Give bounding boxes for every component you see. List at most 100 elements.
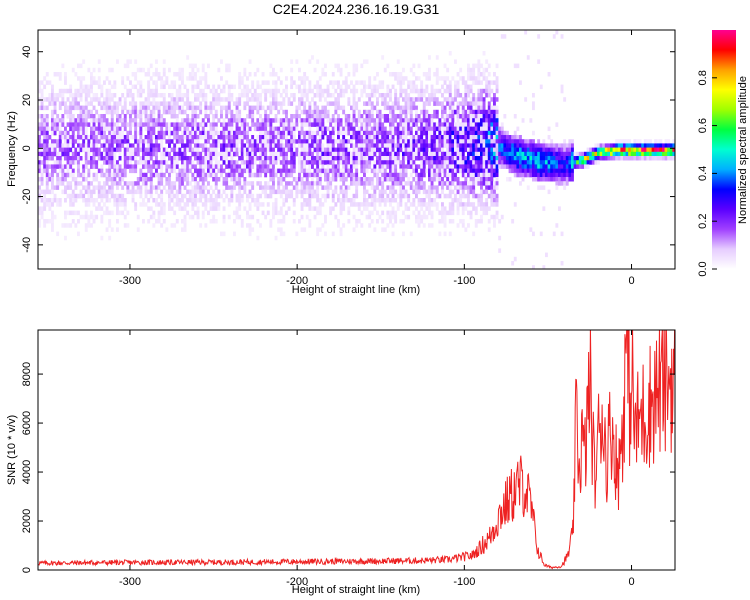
spectrogram-cell [363,185,366,190]
spectrogram-cell [334,177,338,182]
spectrogram-cell [186,88,190,94]
spectrogram-cell [43,160,47,165]
spectrogram-cell [175,198,179,203]
spectrogram-cell [40,189,44,195]
spectrogram-cell [56,198,60,203]
spectrogram-cell [56,143,60,148]
spectrogram-cell [404,135,408,140]
spectrogram-cell [204,105,208,111]
spectrogram-cell [222,181,226,186]
spectrogram-cell [378,122,382,127]
spectrogram-cell [134,101,138,106]
spectrogram-cell [477,67,481,73]
spectrogram-cell [279,177,283,182]
spectrogram-cell [490,114,494,119]
spectrogram-cell [508,135,512,140]
spectrogram-cell [365,202,369,207]
spectrogram-cell [209,160,213,165]
spectrogram-cell [43,118,47,123]
spectrogram-cell [43,130,47,136]
spectrogram-cell [456,160,460,165]
spectrogram-cell [316,210,320,216]
spectrogram-cell [573,160,577,165]
spectrogram-cell [589,156,593,161]
spectrogram-cell [110,130,114,136]
spectrogram-cell [136,93,140,98]
spectrogram-cell [357,118,361,123]
spectrogram-cell [565,177,569,182]
spectrogram-cell [191,147,195,153]
spectrogram-cell [253,105,257,111]
spectrogram-cell [105,118,109,123]
spectrogram-cell [443,164,447,169]
spectrogram-cell [196,210,200,216]
spectrogram-cell [448,219,452,224]
spectrogram-cell [181,160,184,165]
spectrogram-cell [360,160,364,165]
spectrogram-cell [108,143,112,148]
spectrogram-cell [64,156,67,161]
spectrogram-cell [428,210,431,216]
spectrogram-cell [480,130,483,136]
spectrogram-cell [537,34,541,39]
spectrogram-cell [425,206,429,211]
spectrogram-cell [90,223,93,228]
spectrogram-cell [87,88,91,94]
spectrogram-cell [350,202,353,207]
spectrogram-cell [389,151,392,157]
spectrogram-cell [38,139,41,144]
spectrogram-cell [417,210,421,216]
spectrogram-cell [243,135,247,140]
spectrogram-cell [422,214,426,220]
spectrogram-cell [487,181,491,186]
spectrogram-cell [399,202,403,207]
spectrogram-cell [134,122,138,127]
spectrogram-cell [269,185,273,190]
spectrogram-cell [126,109,130,115]
spectrogram-cell [51,88,54,94]
spectrogram-cell [526,164,530,169]
spectrogram-cell [534,164,538,169]
spectrogram-cell [454,80,457,85]
spectrogram-cell [105,210,109,216]
spectrogram-cell [355,105,359,111]
spectrogram-cell [136,227,140,232]
spectrogram-cell [308,139,312,144]
spectrogram-cell [246,198,249,203]
spectrogram-cell [175,122,179,127]
spectrogram-cell [264,151,268,157]
spectrogram-cell [532,143,535,148]
spectrogram-cell [313,193,317,199]
spectrogram-cell [43,156,47,161]
spectrogram-cell [126,156,130,161]
spectrogram-cell [526,168,530,174]
spectrogram-cell [438,88,442,94]
spectrogram-cell [407,139,411,144]
spectrogram-cell [441,168,444,174]
spectrogram-cell [84,130,88,136]
spectrogram-cell [641,143,645,148]
spectrogram-cell [539,185,543,190]
spectrogram-cell [344,198,348,203]
spectrogram-cell [292,143,296,148]
spectrogram-cell [292,219,296,224]
spectrogram-cell [529,164,533,169]
spectrogram-cell [123,118,127,123]
spectrogram-cell [212,114,216,119]
spectrogram-cell [165,147,169,153]
spectrogram-cell [108,93,112,98]
spectrogram-cell [412,189,416,195]
spectrogram-cell [316,84,320,90]
spectrogram-cell [227,105,231,111]
spectrogram-cell [212,214,216,220]
spectrogram-cell [77,160,80,165]
spectrogram-cell [186,147,190,153]
spectrogram-cell [409,80,413,85]
spectrogram-cell [256,93,260,98]
spectrogram-cell [71,168,75,174]
spectrogram-cell [482,76,486,81]
spectrogram-cell [209,122,213,127]
spectrogram-cell [71,135,75,140]
spectrogram-cell [615,151,619,157]
